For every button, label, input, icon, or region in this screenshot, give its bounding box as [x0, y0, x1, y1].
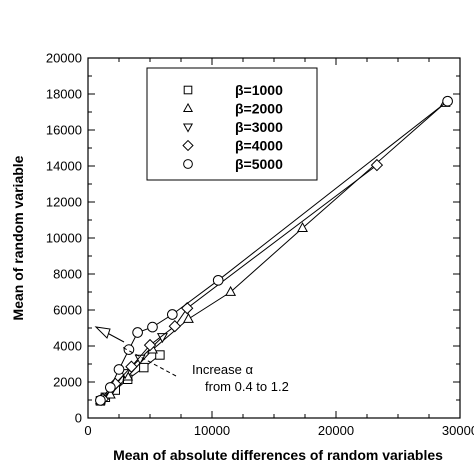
data-point-triangle-up: [297, 222, 308, 232]
legend-item: β=3000: [182, 119, 283, 135]
y-tick-label: 10000: [46, 231, 82, 246]
data-point-circle: [113, 364, 125, 375]
annotation: Increase α from 0.4 to 1.2: [94, 326, 289, 394]
x-tick-label: 0: [84, 423, 91, 438]
legend: β=1000 β=2000 β=3000 β=4000 β=5000: [146, 67, 318, 181]
legend-marker-circle: [183, 159, 193, 169]
annotation-arrow-head: [94, 326, 111, 339]
legend-item: β=5000: [183, 156, 283, 172]
data-point-diamond: [370, 158, 384, 172]
annotation-text-line1: Increase α: [192, 362, 253, 377]
legend-label: β=4000: [235, 138, 283, 154]
legend-marker-triangle-up: [182, 102, 194, 113]
legend-label: β=1000: [235, 82, 283, 98]
y-tick-label: 18000: [46, 87, 82, 102]
data-point-diamond: [143, 338, 157, 352]
data-point-square: [139, 362, 149, 373]
x-tick-label: 20000: [318, 423, 354, 438]
series-5: [95, 95, 453, 406]
y-tick-label: 12000: [46, 195, 82, 210]
y-tick-label: 6000: [53, 303, 82, 318]
data-point-triangle-up: [182, 312, 194, 323]
annotation-text-line2: from 0.4 to 1.2: [205, 379, 289, 394]
data-point-circle: [212, 274, 224, 286]
data-point-circle: [132, 327, 143, 338]
data-point-diamond: [168, 320, 181, 333]
y-tick-label: 20000: [46, 51, 82, 66]
y-tick-label: 16000: [46, 123, 82, 138]
legend-item: β=1000: [183, 82, 283, 98]
legend-item: β=2000: [182, 101, 283, 117]
data-point-circle: [95, 395, 106, 406]
legend-label: β=5000: [235, 156, 283, 172]
data-point-circle: [166, 309, 178, 320]
x-axis-title: Mean of absolute differences of random v…: [113, 447, 443, 463]
data-point-triangle-up: [225, 285, 237, 296]
legend-box: [146, 67, 318, 181]
data-point-square: [155, 350, 165, 360]
y-tick-label: 2000: [53, 375, 82, 390]
y-tick-label: 8000: [53, 267, 82, 282]
legend-marker-triangle-down: [182, 123, 194, 133]
legend-marker-diamond: [182, 139, 194, 152]
y-tick-label: 4000: [53, 339, 82, 354]
legend-label: β=3000: [235, 119, 283, 135]
legend-marker-square: [183, 85, 193, 95]
y-axis-title: Mean of random variable: [10, 155, 26, 320]
data-point-diamond: [181, 302, 194, 315]
legend-item: β=4000: [182, 138, 283, 154]
data-point-diamond: [125, 360, 138, 373]
data-point-circle: [442, 95, 453, 107]
y-tick-label: 14000: [46, 159, 82, 174]
x-tick-label: 10000: [194, 423, 230, 438]
annotation-leader-line: [121, 346, 177, 377]
legend-label: β=2000: [235, 101, 283, 117]
data-point-circle: [104, 382, 116, 393]
series-layer: [94, 95, 453, 407]
data-point-circle: [147, 321, 158, 333]
y-tick-label: 0: [75, 411, 82, 426]
